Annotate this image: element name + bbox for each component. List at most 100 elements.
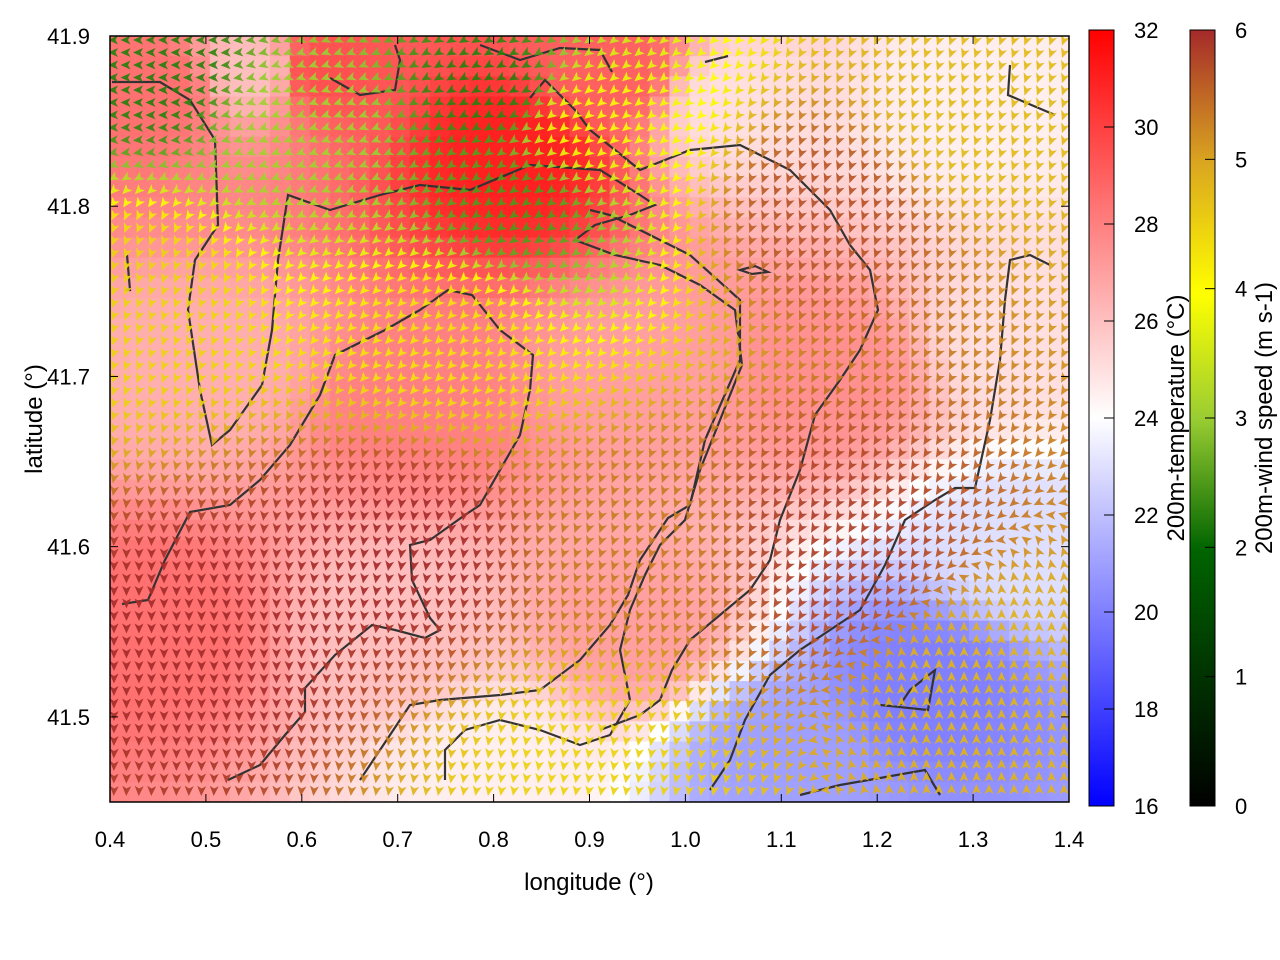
temperature-cell — [829, 539, 850, 561]
temperature-cell — [349, 116, 371, 138]
temperature-cell — [669, 781, 690, 802]
temperature-cell — [649, 358, 670, 380]
temperature-cell — [349, 378, 371, 400]
temperature-cell — [249, 681, 271, 702]
temperature-cell — [429, 459, 451, 481]
temperature-cell — [249, 439, 271, 460]
temperature-cell — [289, 96, 311, 118]
temperature-cell — [189, 600, 211, 622]
temperature-cell — [549, 539, 571, 561]
temperature-cell — [289, 660, 311, 682]
temperature-cell — [329, 439, 351, 460]
temperature-cell — [429, 338, 451, 360]
temperature-cell — [229, 277, 251, 299]
temperature-cell — [209, 56, 231, 77]
temperature-cell — [130, 197, 151, 219]
temperature-cell — [249, 217, 271, 239]
temperature-cell — [110, 318, 131, 339]
temperature-cell — [289, 499, 311, 521]
temperature-cell — [150, 640, 171, 662]
temperature-cell — [329, 620, 351, 642]
temperature-cell — [449, 479, 471, 501]
temperature-cell — [289, 761, 311, 783]
temperature-cell — [489, 761, 511, 783]
temperature-cell — [229, 358, 251, 380]
temperature-cell — [389, 660, 411, 682]
temperature-cell — [449, 277, 471, 299]
temperature-cell — [349, 177, 371, 198]
temperature-cell — [229, 560, 251, 581]
temperature-cell — [389, 177, 411, 198]
temperature-cell — [649, 277, 670, 299]
temperature-cell — [269, 116, 291, 138]
temperature-cell — [130, 459, 151, 481]
temperature-cell — [429, 197, 451, 219]
temperature-cell — [549, 519, 571, 541]
temperature-cell — [389, 600, 411, 622]
temperature-cell — [429, 660, 451, 682]
temperature-cell — [409, 681, 431, 702]
temperature-cell — [309, 781, 331, 802]
temperature-cell — [229, 338, 251, 360]
temperature-cell — [969, 620, 990, 642]
temperature-cell — [329, 96, 351, 118]
temperature-cell — [469, 116, 491, 138]
temperature-cell — [229, 439, 251, 460]
temperature-cell — [229, 237, 251, 259]
temperature-cell — [409, 116, 431, 138]
temperature-cell — [229, 660, 251, 682]
temperature-cell — [429, 701, 451, 722]
temperature-cell — [929, 257, 950, 279]
temperature-cell — [429, 439, 451, 460]
temperature-cell — [349, 277, 371, 299]
temperature-cell — [150, 439, 171, 460]
temperature-cell — [269, 580, 291, 602]
temperature-cell — [729, 177, 750, 198]
temperature-cell — [729, 539, 750, 561]
temperature-cell — [130, 600, 151, 622]
temperature-cell — [389, 701, 411, 722]
temperature-cell — [549, 358, 571, 380]
temperature-cell — [209, 781, 231, 802]
temperature-cell — [409, 781, 431, 802]
temperature-cell — [349, 479, 371, 501]
temperature-cell — [429, 398, 451, 420]
temperature-cell — [130, 237, 151, 259]
temperature-cell — [749, 539, 770, 561]
temperature-cell — [130, 338, 151, 360]
temperature-cell — [169, 681, 191, 702]
temperature-cell — [289, 358, 311, 380]
temperature-cell — [749, 640, 770, 662]
temperature-cell — [189, 701, 211, 722]
temperature-cell — [130, 499, 151, 521]
temperature-cell — [969, 721, 990, 743]
temperature-cell — [150, 681, 171, 702]
temperature-cell — [449, 539, 471, 561]
temperature-cell — [189, 620, 211, 642]
temperature-cell — [349, 539, 371, 561]
temperature-cell — [509, 580, 531, 602]
temperature-cell — [130, 257, 151, 279]
temperature-cell — [749, 620, 770, 642]
temperature-cell — [949, 519, 970, 541]
temperature-cell — [449, 177, 471, 198]
temperature-cell — [269, 781, 291, 802]
temperature-cell — [849, 781, 870, 802]
temperature-cell — [569, 781, 591, 802]
temperature-cell — [309, 580, 331, 602]
temperature-cell — [629, 620, 651, 642]
plot-area — [109, 35, 1070, 803]
temperature-cell — [749, 177, 770, 198]
temperature-cell — [229, 721, 251, 743]
temperature-cell — [429, 96, 451, 118]
temperature-cell — [369, 479, 391, 501]
temperature-cell — [489, 257, 511, 279]
temperature-cell — [869, 721, 890, 743]
temperature-cell — [110, 781, 131, 802]
temperature-cell — [209, 640, 231, 662]
temperature-cell — [130, 761, 151, 783]
temperature-cell — [489, 358, 511, 380]
temperature-cell — [289, 620, 311, 642]
temperature-cell — [269, 640, 291, 662]
